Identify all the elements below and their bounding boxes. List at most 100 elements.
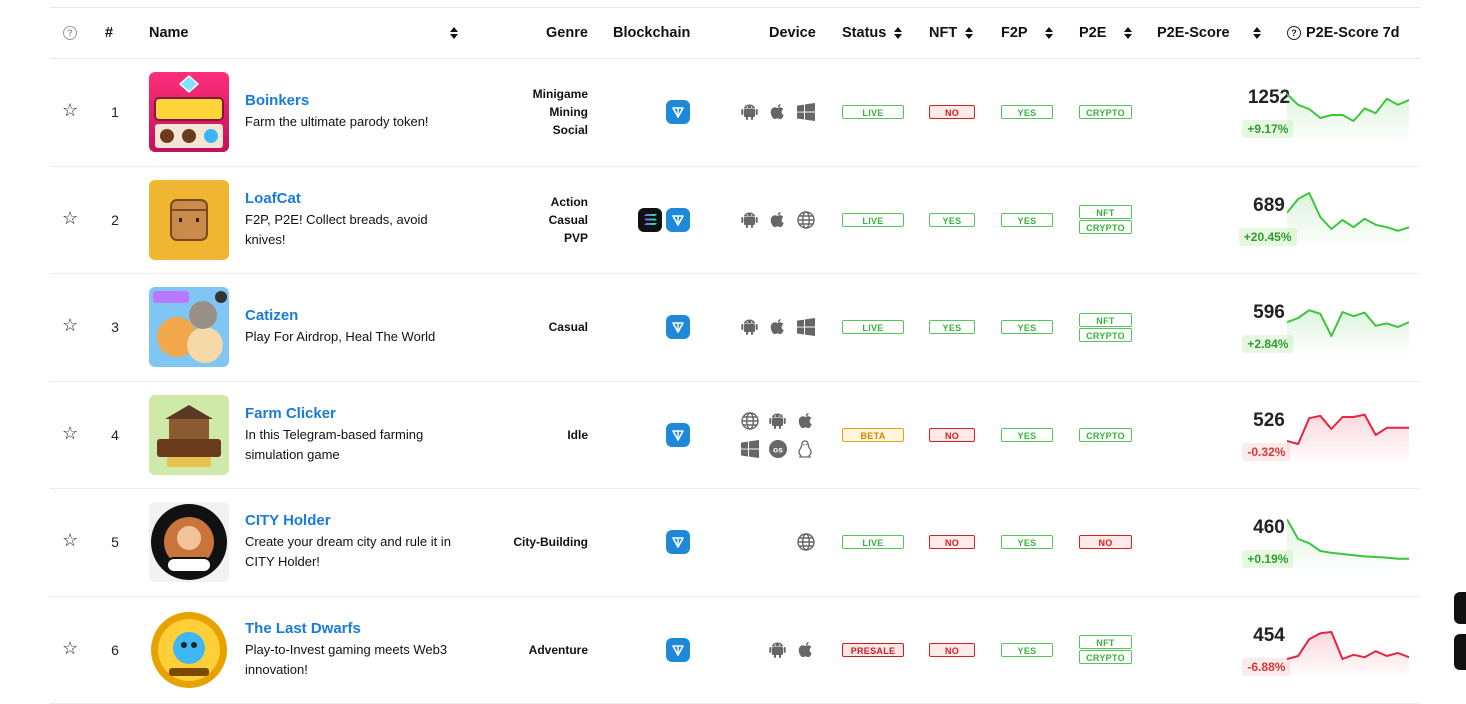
genre-label: Social <box>533 121 588 139</box>
ton-chain-icon[interactable] <box>666 423 690 447</box>
star-icon[interactable]: ☆ <box>62 100 78 121</box>
svg-text:os: os <box>773 444 783 454</box>
game-description: Play-to-Invest gaming meets Web3 innovat… <box>245 640 470 680</box>
game-logo[interactable] <box>149 287 229 367</box>
game-name-link[interactable]: Farm Clicker <box>245 405 336 422</box>
android-icon <box>741 318 758 341</box>
score-sparkline <box>1287 297 1409 357</box>
ton-chain-icon[interactable] <box>666 315 690 339</box>
rank-number: 2 <box>108 212 122 228</box>
p2e-badge: NFT <box>1079 635 1132 649</box>
apple-icon <box>797 641 814 664</box>
floating-button[interactable] <box>1454 634 1466 670</box>
sort-icon[interactable] <box>1124 27 1132 39</box>
p2e-badge: CRYPTO <box>1079 105 1132 119</box>
p2e-header[interactable]: P2E <box>1079 8 1132 58</box>
sort-icon[interactable] <box>965 27 973 39</box>
windows-icon <box>797 318 815 341</box>
game-logo[interactable] <box>149 502 229 582</box>
f2p-badge: YES <box>1001 320 1053 334</box>
sparkline-area <box>1287 310 1409 357</box>
rank-number: 4 <box>108 427 122 443</box>
sort-icon[interactable] <box>894 27 902 39</box>
genre-list: Casual <box>549 318 588 336</box>
star-icon[interactable]: ☆ <box>62 423 78 444</box>
p2e-badge: CRYPTO <box>1079 220 1132 234</box>
f2p-header[interactable]: F2P <box>1001 8 1053 58</box>
floating-button[interactable] <box>1454 592 1466 624</box>
game-description: Play For Airdrop, Heal The World <box>245 327 470 347</box>
rank-number: 6 <box>108 642 122 658</box>
score-header[interactable]: P2E-Score <box>1157 8 1261 58</box>
rank-number: 1 <box>108 104 122 120</box>
nft-badge: NO <box>929 428 975 442</box>
star-icon[interactable]: ☆ <box>62 530 78 551</box>
genre-label: Mining <box>533 103 588 121</box>
game-logo[interactable] <box>149 72 229 152</box>
game-name-link[interactable]: Catizen <box>245 307 298 324</box>
globe-icon <box>797 211 815 234</box>
game-name-link[interactable]: LoafCat <box>245 190 301 207</box>
game-logo[interactable] <box>149 395 229 475</box>
game-name-link[interactable]: Boinkers <box>245 92 309 109</box>
apple-icon <box>797 412 814 435</box>
p2e-badge: CRYPTO <box>1079 428 1132 442</box>
score-sparkline <box>1287 512 1409 572</box>
apple-icon <box>769 103 786 126</box>
ton-chain-icon[interactable] <box>666 638 690 662</box>
score-sparkline <box>1287 620 1409 680</box>
p2e-badge: CRYPTO <box>1079 650 1132 664</box>
ton-chain-icon[interactable] <box>666 100 690 124</box>
table-row[interactable]: ☆ 6 The Last Dwarfs Play-to-Invest gaming m… <box>50 597 1420 704</box>
nft-badge: NO <box>929 643 975 657</box>
genre-list: Idle <box>567 426 588 444</box>
macos-icon: os <box>769 440 787 463</box>
device-header: Device <box>769 8 816 58</box>
apple-icon <box>769 211 786 234</box>
genre-header: Genre <box>546 8 588 58</box>
genre-label: Casual <box>549 211 588 229</box>
status-badge: LIVE <box>842 320 904 334</box>
help-icon[interactable]: ? <box>1287 26 1301 40</box>
help-icon[interactable]: ? <box>63 8 77 58</box>
nft-badge: NO <box>929 105 975 119</box>
star-icon[interactable]: ☆ <box>62 315 78 336</box>
score-header-label: P2E-Score <box>1157 25 1230 41</box>
globe-icon <box>797 533 815 556</box>
ton-chain-icon[interactable] <box>666 530 690 554</box>
solana-chain-icon[interactable] <box>638 208 662 232</box>
ton-chain-icon[interactable] <box>666 208 690 232</box>
nft-badge: NO <box>929 535 975 549</box>
sparkline-area <box>1287 414 1409 464</box>
table-header: ? # Name Genre Blockchain Device Status … <box>50 7 1420 59</box>
sparkline-area <box>1287 519 1409 572</box>
f2p-badge: YES <box>1001 213 1053 227</box>
genre-label: Adventure <box>529 641 588 659</box>
star-icon[interactable]: ☆ <box>62 208 78 229</box>
table-row[interactable]: ☆ 4 Farm Clicker In this Telegram-based far… <box>50 382 1420 490</box>
score-sparkline <box>1287 190 1409 250</box>
status-header[interactable]: Status <box>842 8 902 58</box>
android-icon <box>769 641 786 664</box>
game-description: In this Telegram-based farming simulatio… <box>245 425 470 465</box>
f2p-badge: YES <box>1001 105 1053 119</box>
nft-header[interactable]: NFT <box>929 8 973 58</box>
genre-label: PVP <box>549 229 588 247</box>
f2p-header-label: F2P <box>1001 25 1028 41</box>
status-badge: LIVE <box>842 105 904 119</box>
sort-icon[interactable] <box>1253 27 1261 39</box>
rank-number: 5 <box>108 534 122 550</box>
sort-icon[interactable] <box>1045 27 1053 39</box>
apple-icon <box>769 318 786 341</box>
name-header[interactable]: Name <box>149 8 458 58</box>
star-icon[interactable]: ☆ <box>62 638 78 659</box>
genre-label: Idle <box>567 426 588 444</box>
game-name-link[interactable]: CITY Holder <box>245 512 331 529</box>
game-logo[interactable] <box>149 180 229 260</box>
game-name-link[interactable]: The Last Dwarfs <box>245 620 361 637</box>
sort-icon[interactable] <box>450 27 458 39</box>
